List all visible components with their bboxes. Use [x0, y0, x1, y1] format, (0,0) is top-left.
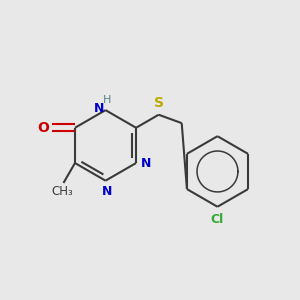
Text: O: O: [38, 121, 50, 135]
Text: CH₃: CH₃: [51, 185, 73, 198]
Text: N: N: [94, 102, 104, 116]
Text: N: N: [141, 157, 152, 169]
Text: N: N: [102, 185, 112, 198]
Text: Cl: Cl: [211, 213, 224, 226]
Text: H: H: [103, 94, 111, 105]
Text: S: S: [154, 96, 164, 110]
